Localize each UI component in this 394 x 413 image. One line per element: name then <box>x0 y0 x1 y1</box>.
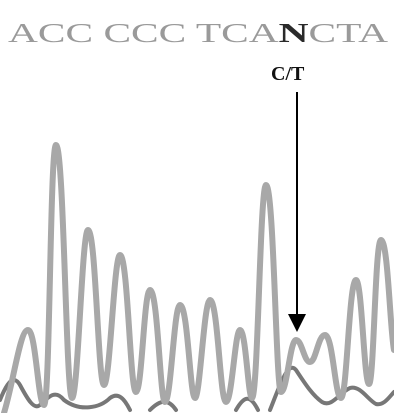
bases-after: CTA <box>309 18 389 48</box>
page: {"sequence": {"before": "ACC CCC TCA", "… <box>0 0 394 413</box>
bases-before: ACC CCC TCA <box>8 18 279 48</box>
traces <box>0 145 394 413</box>
ambiguous-base: N <box>279 18 310 48</box>
arrow-head <box>288 314 306 332</box>
trace-primary <box>4 145 394 413</box>
snp-label: C/T <box>271 63 305 85</box>
arrow <box>288 92 306 332</box>
chromatogram: ACC CCC TCANCTA C/T <box>0 0 394 413</box>
